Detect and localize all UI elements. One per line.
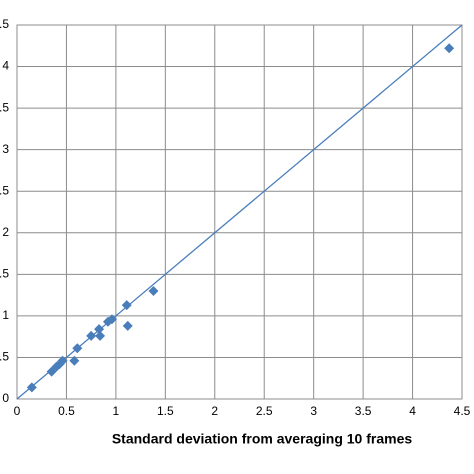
data-point: [121, 300, 132, 311]
x-tick-label: 2.5: [256, 404, 273, 418]
x-tick-label: 3: [310, 404, 317, 418]
y-tick-label: 0.5: [0, 350, 9, 364]
x-tick-label: 1.5: [157, 404, 174, 418]
data-point: [72, 343, 83, 354]
y-tick-label: 4.5: [0, 17, 9, 31]
y-tick-label: 0: [2, 391, 9, 405]
data-point: [86, 330, 97, 341]
data-point: [26, 382, 37, 393]
data-point: [69, 355, 80, 366]
data-point: [148, 285, 159, 296]
y-tick-label: 1.5: [0, 267, 9, 281]
y-tick-label: 2.5: [0, 183, 9, 197]
data-point: [95, 330, 106, 341]
y-tick-label: 1: [2, 308, 9, 322]
data-point: [54, 359, 65, 370]
reference-line: [16, 24, 463, 400]
data-point: [122, 320, 133, 331]
data-point: [444, 43, 455, 54]
x-tick-label: 4: [409, 404, 416, 418]
x-tick-label: 1: [113, 404, 120, 418]
y-tick-label: 3: [2, 142, 9, 156]
x-tick-label: 0: [14, 404, 21, 418]
y-tick-label: 3.5: [0, 100, 9, 114]
x-tick-label: 0.5: [58, 404, 75, 418]
plot-border: [16, 24, 463, 400]
x-tick-label: 2: [211, 404, 218, 418]
data-point: [57, 355, 68, 366]
data-point: [106, 314, 117, 325]
x-axis-label: Standard deviation from averaging 10 fra…: [112, 431, 413, 447]
x-tick-label: 3.5: [355, 404, 372, 418]
y-tick-label: 4: [2, 59, 9, 73]
x-tick-label: 4.5: [454, 404, 471, 418]
y-tick-label: 2: [2, 225, 9, 239]
data-point: [94, 324, 105, 335]
